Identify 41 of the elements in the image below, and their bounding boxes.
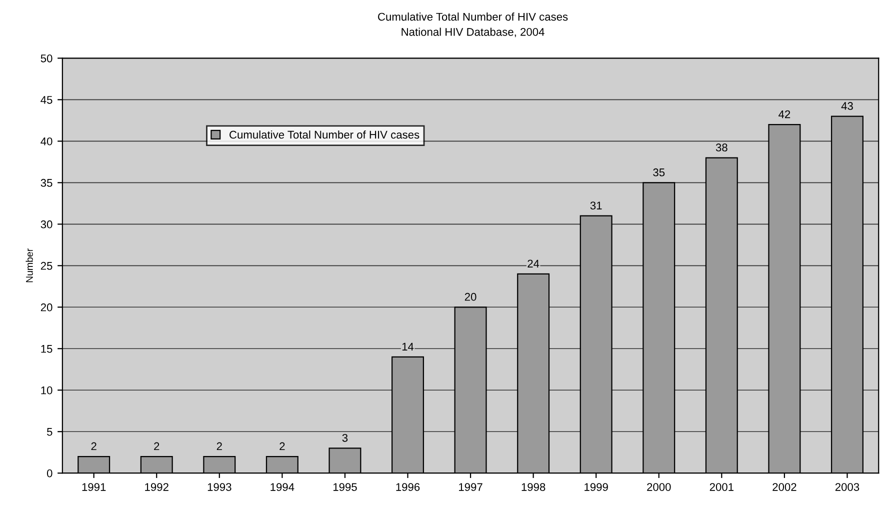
data-label: 35	[653, 168, 665, 176]
y-tick-label: 10	[41, 386, 52, 394]
y-tick-label: 35	[40, 178, 52, 187]
y-tick-label: 15	[41, 345, 52, 353]
y-axis-title: Number	[26, 248, 33, 282]
data-label: 3	[342, 434, 348, 442]
data-label: 2	[216, 442, 222, 450]
data-label: 43	[841, 102, 853, 110]
data-label: 42	[778, 110, 790, 118]
y-tick-label: 25	[40, 262, 52, 270]
y-tick-label: 40	[40, 137, 52, 146]
data-label: 31	[590, 202, 602, 210]
data-label: 24	[528, 260, 540, 268]
y-tick-label: 45	[40, 96, 52, 104]
x-tick-label: 2002	[772, 483, 796, 491]
x-tick-label: 1991	[82, 483, 106, 491]
x-tick-label: 1999	[584, 483, 608, 491]
chart-title: Cumulative Total Number of HIV cases	[378, 12, 568, 21]
x-tick-label: 1996	[396, 483, 420, 491]
x-tick-label: 1997	[459, 483, 482, 491]
y-tick-label: 20	[40, 303, 52, 312]
chart-subtitle: National HIV Database, 2004	[402, 28, 544, 38]
data-label: 2	[280, 442, 285, 450]
y-tick-label: 30	[40, 220, 52, 228]
data-label: 38	[716, 144, 728, 152]
x-tick-label: 1992	[145, 483, 168, 491]
x-tick-label: 2003	[835, 483, 860, 491]
x-tick-label: 1993	[208, 483, 232, 491]
data-label: 14	[402, 342, 414, 350]
y-tick-label: 0	[46, 469, 52, 478]
legend-label: Cumulative Total Number of HIV cases	[230, 130, 420, 139]
x-tick-label: 1998	[522, 483, 546, 491]
y-tick-label: 50	[40, 54, 52, 62]
x-tick-label: 1994	[270, 483, 294, 491]
y-tick-label: 5	[46, 428, 52, 436]
x-tick-label: 2001	[710, 483, 734, 491]
x-tick-label: 2000	[647, 483, 671, 491]
x-tick-label: 1995	[333, 483, 357, 491]
data-label: 2	[91, 442, 96, 450]
data-label: 20	[464, 292, 476, 301]
data-label: 2	[154, 442, 160, 450]
